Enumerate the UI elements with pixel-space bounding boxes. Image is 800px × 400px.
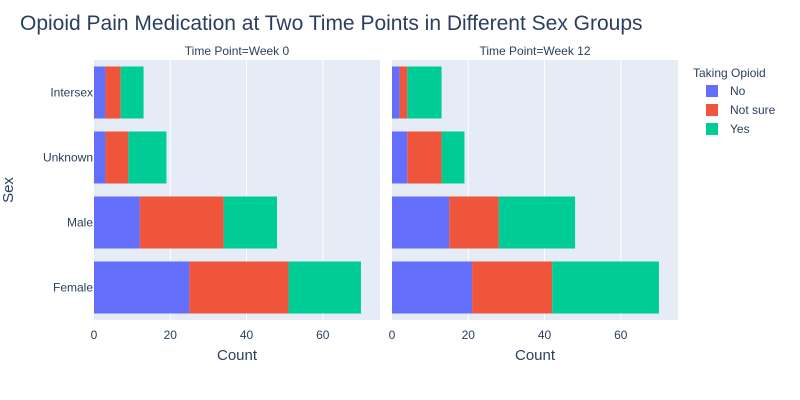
y-tick-label: Male xyxy=(67,216,93,230)
chart-title: Opioid Pain Medication at Two Time Point… xyxy=(20,12,643,35)
bar-female-no[interactable] xyxy=(94,261,190,314)
bar-intersex-not-sure[interactable] xyxy=(399,66,408,119)
x-tick-label: 40 xyxy=(538,328,552,342)
legend-item-no[interactable]: No xyxy=(706,84,746,98)
panel-title: Time Point=Week 0 xyxy=(185,44,290,58)
legend-label: Not sure xyxy=(730,103,776,117)
x-tick-label: 60 xyxy=(614,328,628,342)
bar-male-no[interactable] xyxy=(94,196,140,249)
legend: Taking Opioid No Not sure Yes xyxy=(693,66,776,136)
bar-unknown-yes[interactable] xyxy=(441,131,465,184)
panel-2: 0 20 40 60 Time Point=Week 12 Count xyxy=(389,44,678,364)
legend-label: No xyxy=(730,84,746,98)
x-axis-title: Count xyxy=(515,347,556,364)
bar-female-yes[interactable] xyxy=(288,261,361,314)
x-tick-label: 40 xyxy=(240,328,254,342)
bar-male-no[interactable] xyxy=(392,196,450,249)
y-tick-label: Female xyxy=(53,281,93,295)
legend-swatch xyxy=(706,85,718,97)
bar-intersex-yes[interactable] xyxy=(120,66,144,119)
bar-intersex-not-sure[interactable] xyxy=(105,66,121,119)
x-tick-label: 20 xyxy=(164,328,178,342)
bar-female-yes[interactable] xyxy=(552,261,659,314)
legend-swatch xyxy=(706,123,718,135)
legend-item-not-sure[interactable]: Not sure xyxy=(706,103,776,117)
bar-unknown-not-sure[interactable] xyxy=(105,131,129,184)
legend-item-yes[interactable]: Yes xyxy=(706,122,750,136)
bar-female-no[interactable] xyxy=(392,261,473,314)
bar-intersex-no[interactable] xyxy=(94,66,106,119)
legend-title: Taking Opioid xyxy=(693,66,766,80)
bar-unknown-no[interactable] xyxy=(94,131,106,184)
bar-male-not-sure[interactable] xyxy=(449,196,499,249)
x-tick-label: 60 xyxy=(316,328,330,342)
bar-female-not-sure[interactable] xyxy=(189,261,289,314)
bar-intersex-no[interactable] xyxy=(392,66,400,119)
legend-label: Yes xyxy=(730,122,750,136)
x-axis-title: Count xyxy=(217,347,258,364)
bar-unknown-not-sure[interactable] xyxy=(407,131,442,184)
bar-male-yes[interactable] xyxy=(498,196,576,249)
legend-swatch xyxy=(706,104,718,116)
panel-title: Time Point=Week 12 xyxy=(479,44,590,58)
bar-intersex-yes[interactable] xyxy=(407,66,442,119)
bar-unknown-yes[interactable] xyxy=(128,131,167,184)
panel-1: 0 20 40 60 Female Male Unknown Intersex Time Poi… xyxy=(43,44,380,364)
x-tick-label: 0 xyxy=(389,328,396,342)
x-tick-label: 0 xyxy=(91,328,98,342)
y-tick-label: Unknown xyxy=(43,151,93,165)
bar-unknown-no[interactable] xyxy=(392,131,408,184)
y-tick-label: Intersex xyxy=(50,86,93,100)
y-axis-title: Sex xyxy=(0,177,17,203)
x-tick-label: 20 xyxy=(462,328,476,342)
bar-male-not-sure[interactable] xyxy=(139,196,224,249)
bar-male-yes[interactable] xyxy=(223,196,278,249)
panels: 0 20 40 60 Female Male Unknown Intersex Time Poi… xyxy=(43,44,678,364)
bar-female-not-sure[interactable] xyxy=(472,261,553,314)
